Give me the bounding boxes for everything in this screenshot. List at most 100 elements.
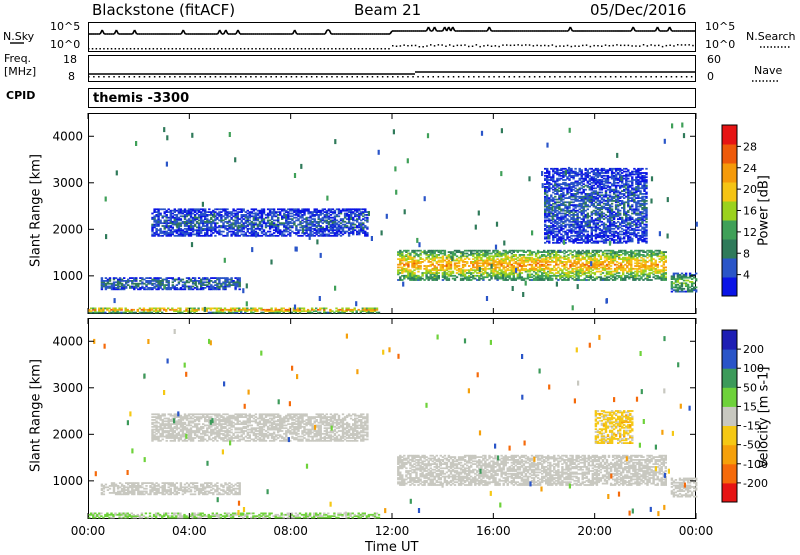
- power-cell: [609, 252, 613, 255]
- power-cell: [506, 251, 509, 253]
- power-cell: [360, 211, 363, 213]
- power-cell: [486, 256, 489, 259]
- power-cell: [403, 269, 406, 272]
- power-cell: [141, 282, 144, 285]
- power-cell: [223, 308, 227, 311]
- power-cell: [522, 263, 526, 266]
- power-cell: [532, 259, 536, 262]
- power-cell: [568, 186, 571, 188]
- power-cell: [431, 252, 434, 255]
- power-cell: [167, 229, 170, 232]
- power-cell: [347, 227, 351, 230]
- power-cell: [246, 225, 249, 227]
- power-cell: [112, 310, 115, 313]
- power-cell: [399, 266, 402, 269]
- power-cell: [309, 227, 312, 230]
- power-cell: [362, 223, 365, 226]
- power-cell: [159, 214, 162, 216]
- power-cell: [646, 267, 649, 270]
- power-cell: [492, 263, 495, 266]
- power-cell: [520, 259, 524, 262]
- power-cell: [474, 269, 477, 272]
- power-cell: [165, 284, 168, 286]
- power-cell: [580, 222, 583, 225]
- power-cell: [563, 249, 566, 252]
- power-cell: [580, 204, 583, 206]
- power-cell: [171, 278, 174, 281]
- power-cell: [453, 279, 457, 281]
- power-cell: [151, 226, 154, 229]
- power-cell: [238, 288, 241, 291]
- power-cell: [296, 308, 300, 311]
- power-cell: [272, 209, 276, 212]
- power-cell: [576, 205, 579, 208]
- power-cell: [421, 274, 424, 277]
- power-cell: [246, 307, 249, 310]
- power-cell: [293, 214, 296, 216]
- power-cell: [510, 256, 513, 259]
- power-cell: [216, 277, 219, 279]
- power-cell: [325, 216, 328, 219]
- power-cell: [552, 198, 555, 201]
- power-cell: [492, 258, 495, 260]
- power-cell: [550, 211, 553, 213]
- power-cell: [287, 215, 290, 218]
- power-cell: [584, 225, 587, 227]
- power-cell: [407, 261, 410, 263]
- power-cell: [622, 269, 625, 272]
- power-cell: [189, 219, 193, 222]
- power-cell: [583, 256, 586, 259]
- power-cell: [407, 256, 410, 259]
- power-cell: [337, 227, 341, 230]
- power-cell: [163, 227, 166, 230]
- power-cell: [578, 233, 581, 236]
- power-cell: [524, 256, 528, 259]
- power-cell: [630, 276, 633, 279]
- power-cell: [171, 277, 174, 279]
- power-cell: [514, 272, 517, 274]
- power-cell: [244, 232, 247, 234]
- power-cell: [377, 311, 381, 314]
- power-cell: [528, 254, 532, 256]
- power-cell: [293, 223, 296, 226]
- power-cell: [431, 276, 434, 279]
- power-cell: [613, 251, 617, 253]
- power-cell: [536, 273, 540, 276]
- power-cell: [558, 232, 561, 234]
- power-cell: [607, 267, 611, 270]
- power-cell: [331, 211, 335, 213]
- power-cell: [123, 287, 126, 289]
- power-cell: [210, 285, 213, 288]
- power-cell: [341, 218, 345, 220]
- power-cell: [578, 169, 581, 172]
- power-cell: [457, 251, 461, 253]
- power-cell: [652, 276, 655, 279]
- power-cell: [242, 209, 245, 212]
- power-cell: [594, 205, 598, 208]
- power-cell: [622, 273, 625, 276]
- power-cell: [272, 225, 276, 227]
- power-cell: [206, 230, 209, 233]
- power-cell: [549, 258, 552, 260]
- power-cell: [224, 281, 227, 284]
- power-cell: [200, 211, 203, 213]
- power-cell: [447, 274, 451, 277]
- power-cell: [568, 202, 571, 205]
- power-cell: [565, 276, 568, 279]
- power-cell: [628, 256, 631, 259]
- power-cell: [148, 308, 152, 311]
- power-cell: [222, 282, 225, 285]
- power-cell: [632, 272, 635, 274]
- power-cell: [102, 284, 106, 286]
- power-cell: [644, 265, 647, 267]
- power-cell: [660, 279, 663, 281]
- power-cell: [541, 277, 544, 280]
- power-cell: [563, 274, 566, 277]
- power-cell: [553, 249, 556, 252]
- power-cell: [333, 226, 337, 229]
- power-cell: [615, 277, 619, 280]
- power-cell: [230, 277, 233, 279]
- power-cell: [453, 266, 457, 269]
- power-cell: [197, 282, 201, 285]
- power-cell: [157, 282, 160, 285]
